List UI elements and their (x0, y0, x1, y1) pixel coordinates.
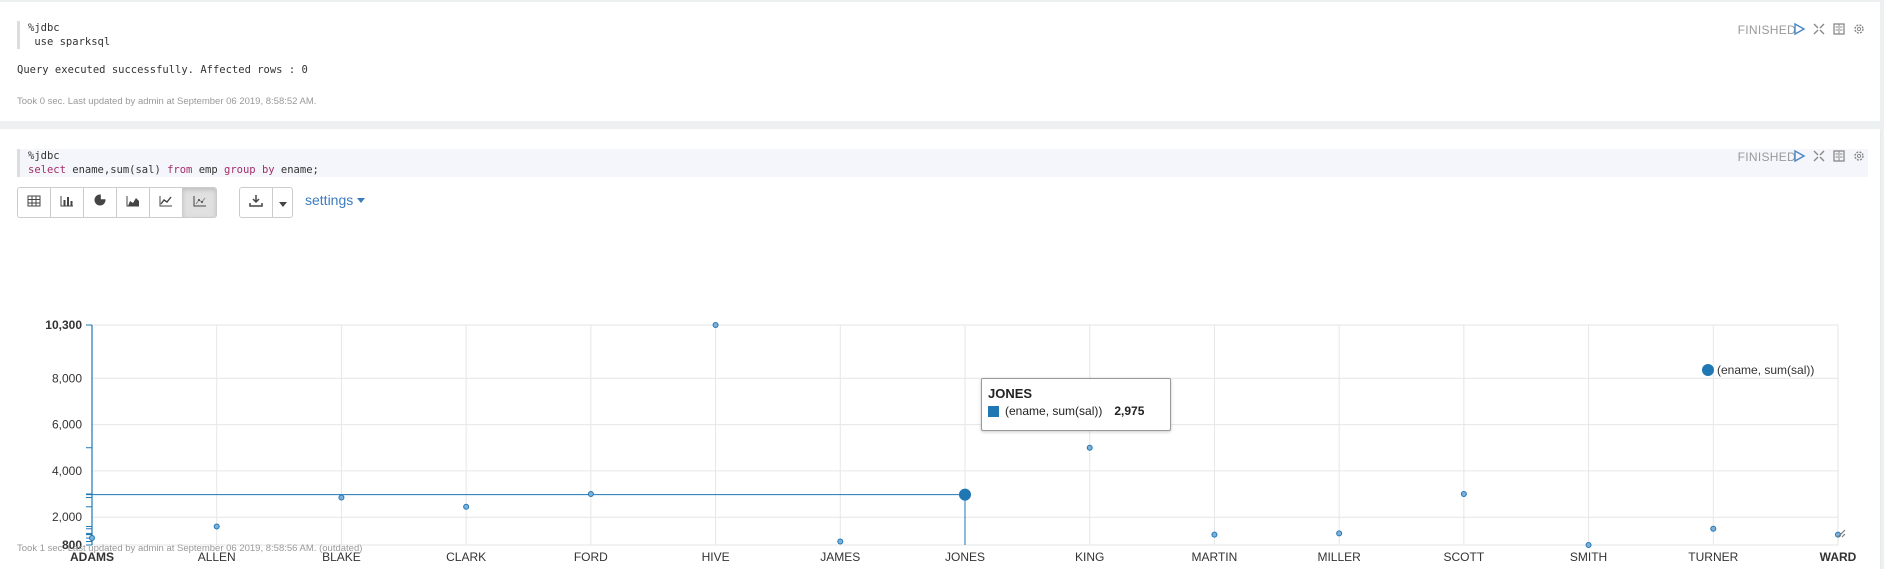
x-tick-label: MARTIN (1192, 550, 1238, 564)
code-text: emp (192, 164, 224, 176)
gear-icon[interactable] (1852, 22, 1866, 36)
gear-icon[interactable] (1852, 149, 1866, 163)
y-tick-label: 4,000 (52, 464, 82, 478)
paragraph-status: FINISHED (1737, 150, 1796, 164)
book-icon[interactable] (1832, 22, 1846, 36)
tooltip-title: JONES (988, 386, 1033, 401)
download-button[interactable] (240, 188, 273, 217)
table-icon (27, 194, 41, 212)
paragraph-select-query: %jdbc select ename,sum(sal) from emp grou… (0, 129, 1880, 569)
code-line: select ename,sum(sal) from emp group by … (28, 163, 1868, 177)
x-tick-label: TURNER (1688, 550, 1738, 564)
area-chart-icon (126, 194, 140, 212)
line-chart-icon (159, 194, 173, 212)
tooltip-swatch (988, 405, 999, 417)
tooltip-row: (ename, sum(sal)) 2,975 (988, 404, 1144, 418)
paragraph-footer: Took 0 sec. Last updated by admin at Sep… (17, 96, 317, 107)
settings-dropdown[interactable]: settings (305, 192, 366, 208)
caret-down-icon (357, 197, 366, 203)
code-line: use sparksql (28, 36, 111, 48)
data-point (463, 503, 470, 510)
data-point (1710, 525, 1717, 532)
scatter-chart-button[interactable] (183, 188, 216, 217)
paragraph-controls (1792, 22, 1866, 36)
data-point (1585, 542, 1592, 548)
expand-icon[interactable] (1812, 149, 1826, 163)
code-text: ename,sum(sal) (65, 164, 168, 176)
legend-label: (ename, sum(sal)) (1717, 363, 1814, 377)
table-view-button[interactable] (18, 188, 51, 217)
x-tick-label: JONES (945, 550, 985, 564)
resize-handle-icon[interactable] (1836, 525, 1846, 543)
pie-chart-button[interactable] (84, 188, 117, 217)
scatter-chart: 800 2,000 4,000 6,000 8,000 10,300 ADAMS ALLEN B… (45, 318, 1857, 564)
book-icon[interactable] (1832, 149, 1846, 163)
result-message: Query executed successfully. Affected ro… (17, 64, 308, 76)
code-editor[interactable]: %jdbc use sparksql (17, 21, 1868, 49)
x-tick-label: KING (1075, 550, 1104, 564)
data-point (1460, 491, 1467, 498)
x-tick-label: BLAKE (322, 550, 361, 564)
pie-chart-icon (93, 193, 107, 212)
x-tick-label: HIVE (702, 550, 730, 564)
data-point (712, 322, 719, 328)
y-tick-label: 6,000 (52, 418, 82, 432)
bar-chart-icon (60, 194, 74, 212)
visualization-toolbar (17, 187, 217, 218)
x-tick-label: SMITH (1570, 550, 1607, 564)
scatter-chart-icon (193, 194, 207, 212)
tooltip-series: (ename, sum(sal)) (1005, 404, 1103, 418)
code-keyword: select (28, 164, 66, 176)
settings-label: settings (305, 192, 354, 208)
y-tick-label: 10,300 (45, 318, 82, 332)
x-tick-label: MILLER (1317, 550, 1361, 564)
download-dropdown-button[interactable] (273, 188, 292, 217)
data-point (959, 488, 971, 501)
x-tick-label: FORD (574, 550, 608, 564)
code-text: ename; (274, 164, 319, 176)
bar-chart-button[interactable] (51, 188, 84, 217)
tooltip-value: 2,975 (1114, 404, 1145, 418)
paragraph-footer: Took 1 sec. Last updated by admin at Sep… (17, 543, 363, 554)
code-keyword: from (167, 164, 193, 176)
download-toolbar (239, 187, 293, 218)
paragraph-use-sparksql: %jdbc use sparksql FINISHED Query execut… (0, 2, 1880, 121)
chart-tooltip: JONES (ename, sum(sal)) 2,975 (981, 378, 1171, 431)
x-tick-label: SCOTT (1444, 550, 1485, 564)
x-tick-label: ALLEN (198, 550, 236, 564)
expand-icon[interactable] (1812, 22, 1826, 36)
code-keyword: group (224, 164, 256, 176)
data-point (587, 491, 594, 498)
download-icon (249, 194, 263, 212)
code-line: %jdbc (28, 150, 60, 162)
data-point (1211, 531, 1218, 538)
data-point (213, 523, 220, 530)
data-point (837, 538, 844, 545)
legend-marker (1702, 364, 1714, 376)
line-chart-button[interactable] (150, 188, 183, 217)
x-tick-label: ADAMS (70, 550, 114, 564)
area-chart-button[interactable] (117, 188, 150, 217)
code-line: %jdbc (28, 22, 60, 34)
code-editor[interactable]: %jdbc select ename,sum(sal) from emp grou… (17, 149, 1868, 177)
data-point (89, 535, 95, 542)
paragraph-controls (1792, 149, 1866, 163)
caret-down-icon (278, 194, 287, 212)
code-keyword: by (261, 164, 275, 176)
data-point (338, 494, 345, 501)
run-icon[interactable] (1792, 22, 1806, 36)
run-icon[interactable] (1792, 149, 1806, 163)
x-tick-label: CLARK (446, 550, 486, 564)
paragraph-status: FINISHED (1737, 23, 1796, 37)
x-tick-label: JAMES (820, 550, 860, 564)
y-tick-label: 800 (62, 538, 82, 552)
y-tick-label: 2,000 (52, 510, 82, 524)
y-tick-label: 8,000 (52, 371, 82, 385)
data-point (1086, 444, 1093, 451)
data-point (1336, 530, 1343, 537)
x-tick-label: WARD (1820, 550, 1857, 564)
